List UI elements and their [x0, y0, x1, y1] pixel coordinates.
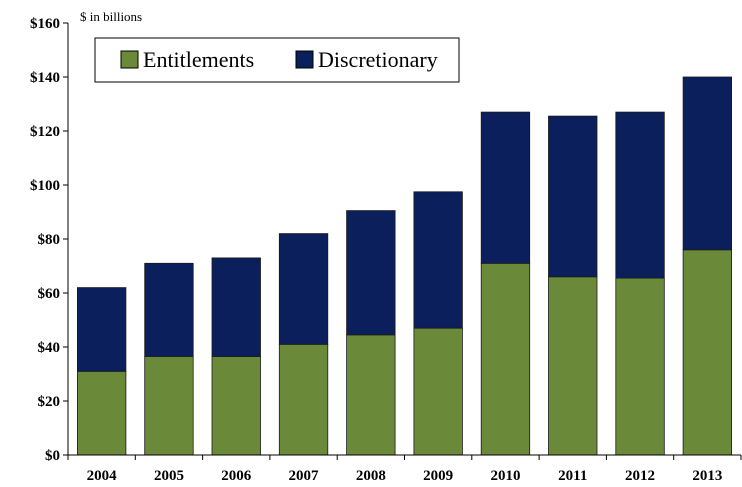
unit-note: $ in billions	[80, 9, 142, 24]
bar-discretionary-2011	[548, 115, 598, 278]
legend-swatch-discretionary	[295, 50, 314, 69]
bar-entitlements-2008	[346, 334, 396, 456]
bar-entitlements-2011	[548, 276, 598, 456]
x-tick-label: 2012	[625, 468, 655, 484]
x-tick-label: 2005	[154, 468, 184, 484]
bar-discretionary-2004	[77, 287, 127, 372]
legend-swatch-entitlements	[120, 50, 139, 69]
x-tick-label: 2010	[490, 468, 520, 484]
x-tick-label: 2011	[558, 468, 587, 484]
bar-discretionary-2005	[144, 262, 194, 357]
bar-discretionary-2008	[346, 210, 396, 336]
bar-discretionary-2013	[682, 76, 732, 251]
x-tick-label: 2006	[221, 468, 252, 484]
bar-discretionary-2009	[413, 191, 463, 329]
y-tick-label: $0	[45, 448, 60, 464]
x-tick-label: 2007	[289, 468, 320, 484]
legend-label-entitlements: Entitlements	[143, 47, 254, 72]
y-tick-label: $20	[38, 394, 61, 410]
bar-discretionary-2006	[211, 257, 261, 357]
bar-entitlements-2009	[413, 327, 463, 456]
x-tick-label: 2013	[692, 468, 722, 484]
bar-entitlements-2004	[77, 370, 127, 456]
y-tick-label: $40	[38, 340, 61, 356]
bar-entitlements-2006	[211, 355, 261, 456]
y-tick-label: $140	[30, 70, 60, 86]
legend: Entitlements Discretionary	[94, 37, 460, 83]
legend-label-discretionary: Discretionary	[318, 47, 438, 72]
bar-entitlements-2012	[615, 277, 665, 456]
bar-discretionary-2007	[278, 233, 329, 345]
bar-entitlements-2005	[144, 355, 194, 456]
x-tick-label: 2004	[87, 468, 118, 484]
bar-entitlements-2007	[278, 343, 329, 456]
bar-entitlements-2013	[682, 249, 732, 456]
x-axis: 2004 2005 2006 2007 2008 2009 2010 2011 2012 2013	[67, 454, 742, 484]
x-tick-label: 2009	[423, 468, 453, 484]
y-tick-label: $80	[38, 232, 61, 248]
bar-discretionary-2010	[480, 111, 531, 264]
y-tick-label: $120	[30, 124, 60, 140]
y-tick-label: $100	[30, 178, 60, 194]
bars-group	[77, 76, 732, 456]
y-tick-label: $60	[38, 286, 61, 302]
bar-discretionary-2012	[615, 111, 665, 279]
x-tick-label: 2008	[356, 468, 386, 484]
y-tick-label: $160	[30, 16, 60, 32]
y-axis: $0 $20 $40 $60 $80 $100 $120 $140 $160	[30, 16, 69, 464]
legend-box	[94, 37, 460, 83]
bar-entitlements-2010	[480, 262, 531, 456]
